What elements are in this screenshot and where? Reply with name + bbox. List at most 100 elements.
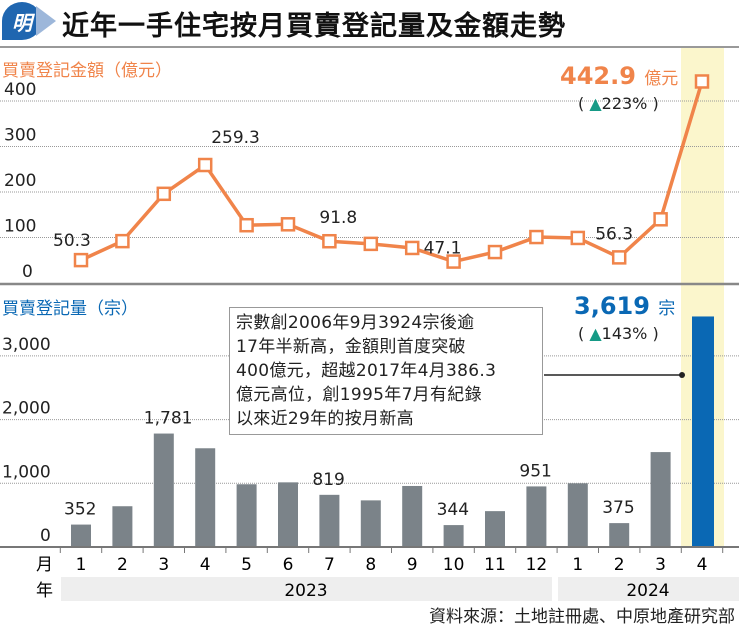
- amount-point: [694, 74, 710, 89]
- amount-change-value: 223%: [601, 94, 648, 113]
- amount-point: [570, 230, 586, 246]
- y-tick-label: 1,000: [2, 462, 51, 482]
- volume-data-label: 1,781: [144, 409, 193, 429]
- annotation-line: 以來近29年的按月新高: [236, 409, 414, 429]
- volume-bar: [195, 448, 216, 547]
- volume-change: ( ▲143% ): [578, 324, 659, 343]
- month-label: 8: [365, 555, 376, 575]
- amount-change: ( ▲223% ): [578, 94, 659, 113]
- amount-point: [653, 212, 668, 227]
- volume-bar: [153, 433, 174, 547]
- month-label: 12: [526, 555, 548, 575]
- year-band-2024: [558, 577, 739, 601]
- month-label: 3: [655, 555, 666, 575]
- volume-bar: [692, 316, 714, 547]
- amount-highlight-unit: 億元: [644, 69, 679, 89]
- volume-bar: [526, 486, 547, 547]
- volume-data-label: 352: [64, 500, 96, 520]
- amount-point: [322, 233, 337, 249]
- volume-bar: [236, 484, 257, 547]
- month-label: 9: [407, 555, 418, 575]
- up-triangle-icon: ▲: [589, 324, 602, 343]
- volume-axis-title: 買賣登記量（宗）: [2, 299, 138, 319]
- amount-axis-title: 買賣登記金額（億元）: [2, 61, 172, 81]
- volume-highlight: 3,619 宗: [574, 292, 675, 320]
- amount-highlight-value: 442.9: [560, 62, 636, 90]
- volume-change-value: 143%: [601, 324, 648, 343]
- amount-data-label: 56.3: [595, 224, 633, 244]
- month-label: 3: [158, 555, 169, 575]
- amount-line: [80, 80, 704, 264]
- volume-data-label: 344: [437, 500, 469, 520]
- source-note: 資料來源：土地註冊處、中原地產研究部: [429, 607, 735, 627]
- page-title: 近年一手住宅按月買賣登記量及金額走勢: [62, 11, 566, 42]
- amount-highlight: 442.9 億元: [560, 62, 678, 90]
- amount-point: [73, 252, 89, 268]
- month-label: 2: [614, 555, 625, 575]
- volume-highlight-unit: 宗: [658, 299, 676, 319]
- volume-bar: [360, 500, 381, 547]
- volume-bar: [402, 485, 423, 547]
- annotation-line: 400億元，超越2017年4月386.3: [236, 361, 497, 381]
- month-label: 4: [200, 555, 211, 575]
- annotation-line: 宗數創2006年9月3924宗後逾: [236, 313, 475, 333]
- amount-point: [363, 236, 379, 252]
- year-band-2023: [61, 577, 552, 601]
- amount-point: [115, 233, 130, 249]
- year-axis-label: 年: [36, 581, 53, 601]
- month-label: 2: [117, 555, 128, 575]
- volume-bar: [485, 511, 505, 547]
- month-axis-label: 月: [36, 555, 53, 575]
- y-tick-label: 0: [22, 262, 33, 282]
- annotation-line: 17年半新高，金額則首度突破: [236, 337, 466, 357]
- volume-bar: [319, 494, 340, 547]
- volume-bar: [609, 523, 630, 547]
- volume-data-label: 951: [519, 461, 551, 481]
- volume-bar: [443, 525, 464, 547]
- logo: 明: [2, 2, 42, 40]
- amount-point: [404, 240, 420, 256]
- amount-data-label: 91.8: [319, 208, 357, 228]
- amount-point: [487, 244, 503, 260]
- amount-point: [239, 217, 254, 233]
- amount-point: [197, 157, 213, 173]
- month-label: 5: [241, 555, 252, 575]
- volume-bar: [650, 452, 671, 547]
- amount-data-label: 47.1: [424, 239, 462, 259]
- y-tick-label: 300: [4, 126, 36, 146]
- amount-point: [529, 229, 544, 245]
- y-tick-label: 3,000: [2, 335, 51, 355]
- amount-data-label: 50.3: [53, 231, 91, 251]
- y-tick-label: 200: [4, 171, 36, 191]
- volume-bar: [112, 506, 133, 547]
- volume-bar: [278, 482, 298, 547]
- amount-point: [156, 186, 172, 202]
- volume-bar: [567, 483, 588, 547]
- y-tick-label: 100: [4, 217, 36, 237]
- month-label: 7: [324, 555, 335, 575]
- volume-data-label: 819: [312, 470, 344, 490]
- y-tick-label: 2,000: [2, 399, 51, 419]
- volume-data-label: 375: [602, 498, 634, 518]
- month-label: 4: [697, 555, 708, 575]
- month-label: 11: [484, 555, 506, 575]
- amount-data-label: 259.3: [211, 128, 260, 148]
- amount-point: [611, 250, 627, 265]
- year-label: 2024: [626, 581, 669, 601]
- volume-bar: [71, 524, 91, 547]
- month-label: 6: [283, 555, 294, 575]
- year-label: 2023: [284, 581, 327, 601]
- amount-point: [280, 217, 296, 232]
- month-label: 1: [572, 555, 583, 575]
- y-tick-label: 0: [40, 526, 51, 546]
- month-label: 1: [76, 555, 87, 575]
- month-label: 10: [443, 555, 465, 575]
- amount-point: [446, 254, 461, 269]
- y-tick-label: 400: [4, 80, 36, 100]
- annotation-dot: [679, 372, 685, 378]
- up-triangle-icon: ▲: [589, 94, 602, 113]
- annotation-line: 億元高位，創1995年7月有紀錄: [236, 385, 482, 405]
- volume-highlight-value: 3,619: [574, 292, 650, 320]
